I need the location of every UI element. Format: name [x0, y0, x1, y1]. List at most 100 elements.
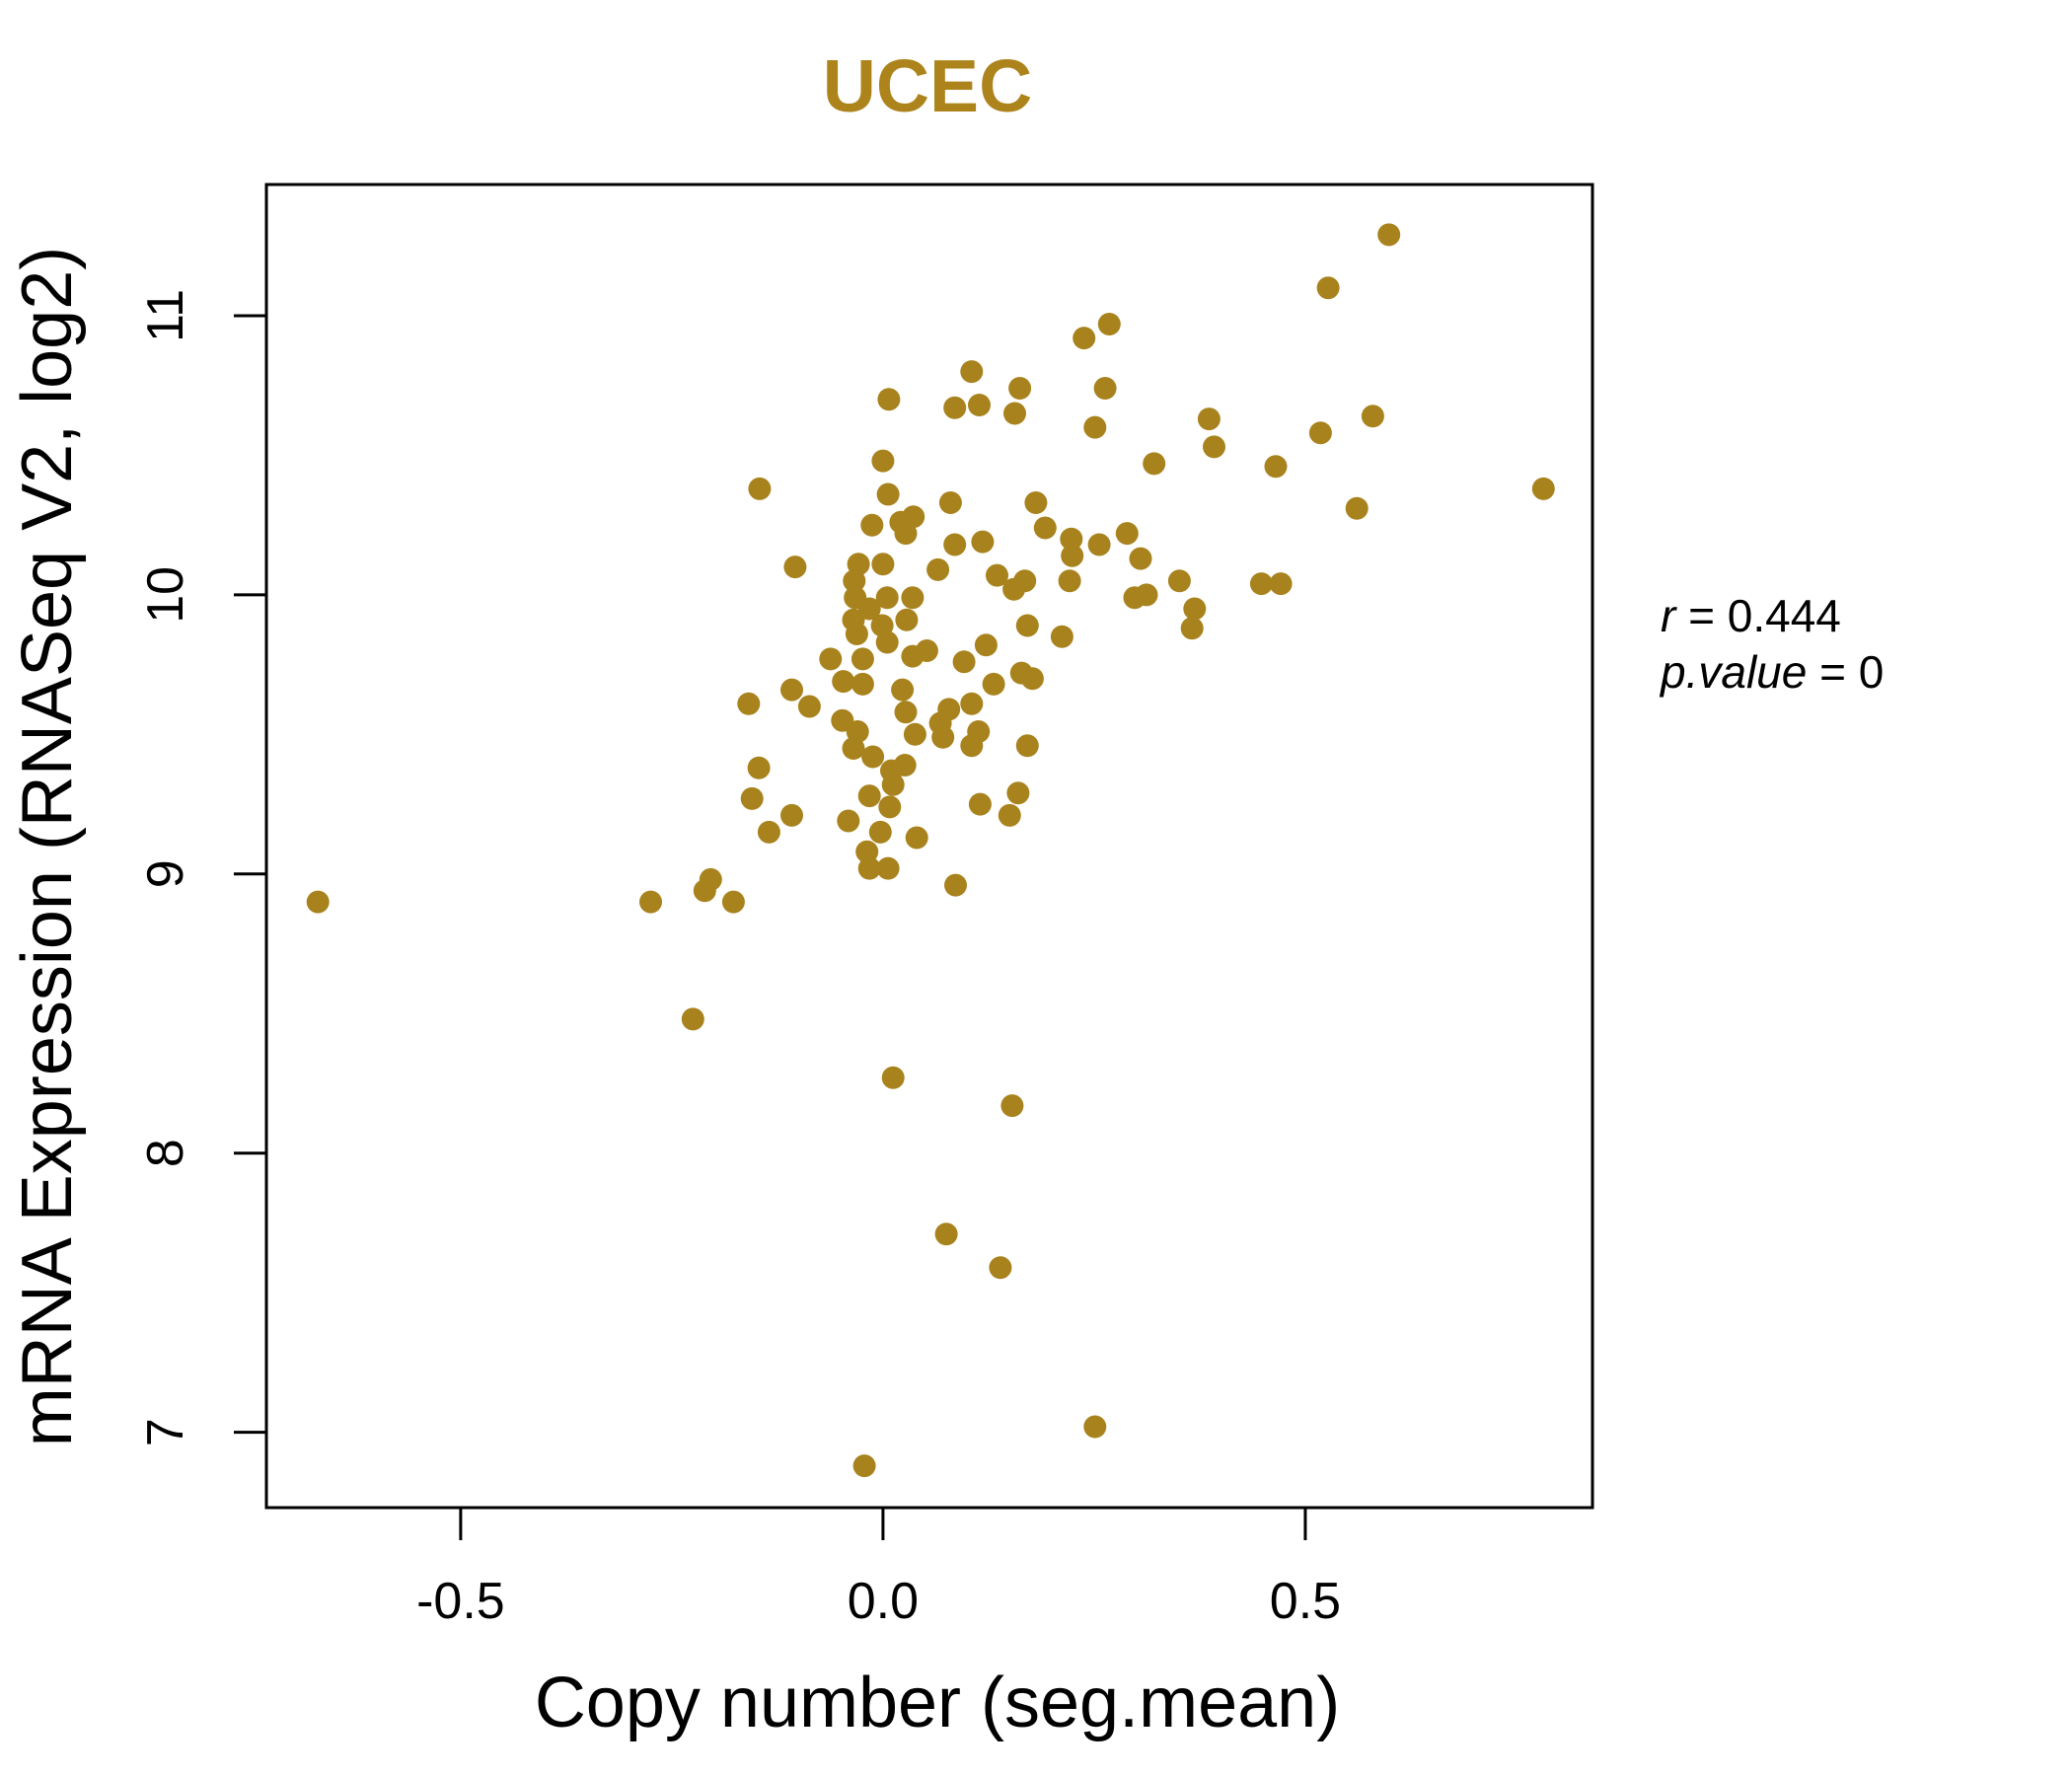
data-point [1061, 544, 1084, 567]
data-point [960, 692, 984, 715]
y-tick-label: 9 [137, 859, 194, 888]
data-point [857, 856, 881, 880]
data-point [871, 553, 895, 576]
data-point [881, 773, 905, 796]
data-point [845, 623, 868, 645]
stat-p-value: = 0 [1819, 646, 1884, 698]
y-tick-label: 11 [137, 289, 194, 342]
y-tick-label: 7 [137, 1418, 194, 1446]
data-point [842, 737, 865, 760]
data-point [968, 792, 992, 816]
data-point [901, 586, 925, 610]
data-point [757, 820, 780, 844]
plot-border [264, 183, 1594, 1510]
data-point [877, 388, 901, 411]
y-tick-label: 8 [137, 1139, 194, 1167]
data-point [1531, 477, 1555, 500]
data-point [1000, 1094, 1024, 1118]
data-point [1013, 569, 1037, 593]
data-point [1033, 516, 1057, 540]
chart-title: UCEC [823, 44, 1033, 127]
data-point [1073, 327, 1096, 350]
x-axis-ticks: -0.5 0.0 0.5 [416, 1508, 1341, 1630]
data-point [837, 809, 860, 833]
stat-p-text: p.value = 0 [1659, 646, 1884, 698]
stat-r-value: = 0.444 [1688, 590, 1841, 641]
data-point [1316, 276, 1340, 300]
data-point [1308, 421, 1332, 445]
stat-r-var: r [1661, 590, 1677, 641]
data-point [982, 672, 1005, 696]
data-point [1008, 377, 1032, 400]
data-point [857, 784, 881, 808]
data-point [944, 873, 967, 897]
data-point [934, 1222, 958, 1246]
y-axis-label: mRNA Expression (RNASeq V2, log2) [8, 247, 87, 1446]
data-point [1183, 597, 1207, 621]
data-point [960, 360, 984, 384]
data-point [926, 557, 950, 581]
data-point [737, 692, 761, 715]
data-point [878, 795, 902, 819]
data-point [931, 725, 955, 749]
data-point [895, 608, 919, 631]
data-point [893, 754, 917, 777]
data-point [1093, 377, 1117, 400]
data-point [998, 803, 1021, 827]
data-point [1050, 625, 1073, 648]
data-point [971, 530, 995, 554]
data-point [1024, 491, 1048, 514]
data-point [952, 650, 976, 674]
x-tick-label: -0.5 [416, 1573, 505, 1630]
data-point [832, 670, 855, 694]
data-point [681, 1007, 704, 1031]
data-point [1083, 1415, 1107, 1439]
data-point [1115, 522, 1139, 546]
data-point [1083, 415, 1107, 439]
x-tick-label: 0.5 [1270, 1573, 1341, 1630]
data-point [868, 820, 892, 844]
data-point [1377, 223, 1401, 247]
data-point [876, 482, 900, 506]
data-point [851, 647, 874, 671]
data-point [968, 394, 991, 416]
data-point [875, 630, 899, 654]
data-point [875, 586, 899, 610]
data-point [1180, 617, 1204, 640]
data-point [1015, 734, 1039, 758]
data-point [740, 786, 764, 810]
data-point [748, 477, 772, 500]
y-tick-label: 10 [137, 566, 194, 624]
data-point [1197, 407, 1221, 431]
data-point [851, 672, 874, 696]
data-point [960, 734, 984, 758]
data-point [1361, 405, 1384, 428]
data-point [1129, 547, 1152, 570]
data-point [1249, 572, 1273, 596]
data-point [871, 449, 895, 473]
data-point [943, 396, 967, 419]
data-point [876, 856, 900, 880]
x-axis-label: Copy number (seg.mean) [535, 1664, 1340, 1742]
data-point [1020, 667, 1044, 691]
data-point [306, 890, 330, 914]
data-point [1060, 527, 1083, 551]
data-point [938, 491, 962, 514]
data-point [1345, 496, 1369, 520]
data-point [1097, 313, 1121, 335]
data-point [780, 678, 803, 702]
data-point [1135, 583, 1158, 607]
data-point [747, 756, 771, 779]
data-point [819, 647, 843, 671]
data-point [857, 597, 881, 621]
data-point [881, 1066, 905, 1089]
data-point [855, 840, 879, 863]
data-point [1269, 572, 1293, 596]
data-point [1006, 781, 1030, 805]
data-point [905, 826, 928, 850]
data-point [861, 745, 885, 769]
x-tick-label: 0.0 [848, 1573, 919, 1630]
data-point [915, 639, 938, 662]
stat-p-var: p.value [1659, 646, 1807, 698]
data-point [1264, 455, 1288, 479]
